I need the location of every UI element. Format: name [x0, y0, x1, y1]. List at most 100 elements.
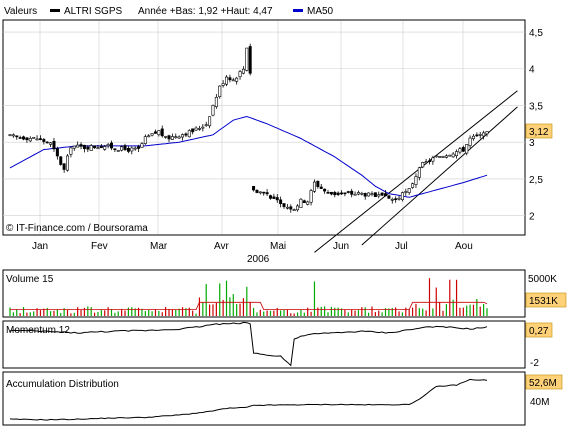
ad-line — [9, 378, 488, 421]
last-price-box — [525, 123, 553, 139]
candle-down — [59, 156, 63, 165]
watermark: © IT-Finance.com / Boursorama — [6, 223, 148, 234]
candle-down — [387, 195, 391, 199]
candle-up — [370, 193, 374, 195]
momentum-panel: Momentum 12 0,27 -2 — [2, 320, 553, 369]
candle-down — [262, 191, 266, 194]
month-label: Avr — [214, 241, 229, 252]
price-tick-label: 3,5 — [529, 101, 543, 112]
candle-down — [153, 131, 157, 134]
candle-up — [116, 150, 120, 152]
channel-line — [314, 90, 518, 253]
candle-down — [323, 188, 327, 192]
candle-up — [208, 116, 212, 127]
candle-up — [356, 192, 360, 195]
last-price-label: 3,12 — [529, 127, 549, 138]
legend-ma50: MA50 — [307, 6, 334, 17]
candle-down — [461, 147, 465, 152]
ad-panel-frame — [2, 371, 526, 426]
ad-last-label: 52,6M — [529, 378, 557, 389]
candle-up — [245, 47, 249, 71]
candle-up — [174, 136, 178, 138]
momentum-last-box — [525, 322, 553, 338]
candle-down — [38, 138, 42, 140]
candle-up — [76, 144, 80, 148]
candle-up — [147, 135, 151, 138]
candle-up — [448, 154, 452, 157]
price-panel-frame — [2, 19, 526, 236]
candle-down — [15, 135, 19, 138]
volume-average — [10, 301, 488, 310]
price-tick-label: 2,5 — [529, 175, 543, 186]
candle-up — [468, 137, 472, 146]
candle-down — [275, 197, 279, 201]
candle-up — [299, 198, 303, 208]
price-tick-label: 3 — [529, 138, 535, 149]
candle-up — [170, 136, 174, 140]
candle-down — [248, 46, 252, 74]
candle-up — [309, 190, 313, 203]
candle-up — [157, 130, 161, 136]
candle-up — [458, 148, 462, 153]
ma50-line — [9, 115, 488, 198]
candle-down — [167, 135, 171, 140]
candle-up — [400, 192, 404, 201]
price-tick-label: 4,5 — [529, 28, 543, 39]
candle-up — [225, 76, 229, 85]
month-label: Mai — [270, 241, 286, 252]
candle-down — [272, 196, 276, 199]
volume-last-box — [525, 292, 567, 308]
candle-down — [123, 145, 127, 150]
volume-title: Volume 15 — [6, 274, 54, 285]
candle-up — [211, 104, 215, 116]
candle-up — [451, 153, 455, 158]
candle-down — [340, 192, 344, 195]
legend: Valeurs ALTRI SGPS Année +Bas: 1,92 +Hau… — [4, 6, 334, 17]
candle-up — [471, 135, 475, 140]
candle-down — [113, 148, 117, 151]
candle-up — [377, 194, 381, 197]
candle-down — [255, 189, 259, 193]
candle-down — [160, 128, 164, 137]
candle-down — [25, 137, 29, 141]
month-label: Jan — [32, 241, 48, 252]
candle-up — [478, 134, 482, 136]
candle-up — [407, 188, 411, 193]
ad-last-box — [525, 374, 563, 390]
candle-up — [8, 134, 12, 136]
price-panel: 4,5 4 3,5 3 2,5 2 Jan Fev Mar Avr Mai Jun Jul Aou 3,… — [2, 19, 553, 265]
candle-up — [194, 127, 198, 131]
candle-up — [417, 167, 421, 178]
month-label: Fev — [91, 241, 108, 252]
candle-up — [241, 68, 245, 74]
candle-up — [69, 147, 73, 155]
candle-down — [268, 195, 272, 199]
month-label: Jul — [395, 241, 408, 252]
candle-up — [424, 161, 428, 164]
candle-up — [197, 128, 201, 130]
momentum-line — [9, 321, 488, 367]
momentum-title: Momentum 12 — [6, 325, 70, 336]
candle-down — [62, 163, 66, 170]
ad-panel: Accumulation Distribution 52,6M 40M — [2, 371, 563, 426]
candle-up — [444, 155, 448, 158]
candle-up — [397, 197, 401, 200]
candle-up — [238, 71, 242, 78]
candle-up — [438, 156, 442, 158]
candle-up — [204, 124, 208, 126]
candle-up — [434, 155, 438, 158]
candle-up — [421, 162, 425, 168]
volume-panel-frame — [2, 269, 526, 318]
candle-up — [235, 77, 239, 82]
candle-up — [214, 96, 218, 108]
ma50-path — [9, 115, 488, 198]
channel-line — [361, 106, 518, 246]
candle-up — [11, 134, 15, 137]
candle-up — [103, 146, 107, 150]
candle-up — [258, 191, 262, 194]
candle-up — [96, 147, 100, 150]
ad-path — [9, 378, 488, 421]
candle-down — [52, 140, 56, 150]
volume-last-label: 1531K — [529, 296, 558, 307]
